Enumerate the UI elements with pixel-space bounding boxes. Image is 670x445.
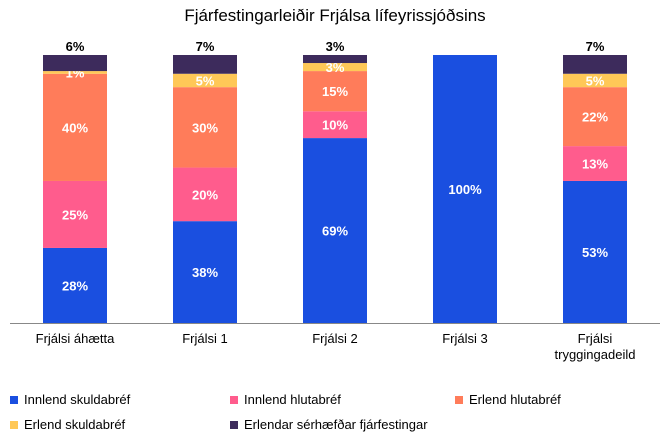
bar-segment	[563, 87, 627, 147]
data-label: 5%	[196, 73, 215, 88]
data-label: 13%	[582, 157, 608, 172]
legend-swatch	[230, 395, 238, 404]
bar-segment	[173, 55, 237, 74]
legend-item: Innlend skuldabréf	[10, 392, 130, 407]
bar-segment	[43, 71, 107, 74]
legend-swatch	[10, 395, 18, 404]
data-label: 6%	[66, 39, 85, 54]
data-label: 15%	[322, 84, 348, 99]
bar-segment	[43, 73, 107, 181]
chart-plot: 28%25%40%1%6%Frjálsi áhætta38%20%30%5%7%…	[10, 39, 660, 362]
bar-segment	[563, 55, 627, 74]
x-tick-label: tryggingadeild	[555, 347, 636, 362]
x-tick-label: Frjálsi áhætta	[36, 331, 116, 346]
data-label: 69%	[322, 224, 348, 239]
legend-label: Erlendar sérhæfðar fjárfestingar	[244, 417, 428, 432]
chart-title: Fjárfestingarleiðir Frjálsa lífeyrissjóð…	[184, 6, 486, 25]
data-label: 28%	[62, 278, 88, 293]
data-label: 7%	[196, 39, 215, 54]
data-label: 30%	[192, 120, 218, 135]
bar-segment	[303, 63, 367, 72]
legend-label: Innlend hlutabréf	[244, 392, 341, 407]
bar-segment	[303, 138, 367, 323]
legend-swatch	[455, 395, 463, 404]
x-tick-label: Frjálsi 2	[312, 331, 358, 346]
data-label: 53%	[582, 245, 608, 260]
data-label: 40%	[62, 120, 88, 135]
bar-segment	[173, 87, 237, 168]
bar-segment	[173, 167, 237, 222]
data-label: 25%	[62, 207, 88, 222]
data-label: 5%	[586, 73, 605, 88]
data-label: 20%	[192, 187, 218, 202]
legend-item: Innlend hlutabréf	[230, 392, 341, 407]
bar-segment	[563, 73, 627, 88]
bar-segment	[173, 221, 237, 323]
legend-swatch	[230, 420, 238, 429]
data-label: 3%	[326, 39, 345, 54]
data-label: 7%	[586, 39, 605, 54]
legend-item: Erlend hlutabréf	[455, 392, 561, 407]
bar-segment	[43, 55, 107, 72]
bar-segment	[433, 55, 497, 323]
x-tick-label: Frjálsi	[578, 331, 613, 346]
legend-label: Erlend skuldabréf	[24, 417, 126, 432]
data-label: 100%	[448, 182, 482, 197]
bar-segment	[563, 180, 627, 323]
bar-segment	[303, 111, 367, 139]
legend-label: Erlend hlutabréf	[469, 392, 561, 407]
bar-segment	[563, 146, 627, 181]
x-tick-label: Frjálsi 3	[442, 331, 488, 346]
legend-swatch	[10, 420, 18, 429]
x-tick-label: Frjálsi 1	[182, 331, 228, 346]
bar-segment	[43, 180, 107, 248]
data-label: 38%	[192, 265, 218, 280]
legend-item: Erlend skuldabréf	[10, 417, 125, 432]
legend-label: Innlend skuldabréf	[24, 392, 131, 407]
data-label: 22%	[582, 110, 608, 125]
legend-item: Erlendar sérhæfðar fjárfestingar	[230, 417, 428, 432]
data-label: 10%	[322, 118, 348, 133]
data-label: 3%	[326, 60, 345, 75]
bar-segment	[43, 247, 107, 323]
bar-segment	[303, 55, 367, 64]
bar-segment	[303, 71, 367, 112]
bar-segment	[173, 73, 237, 88]
